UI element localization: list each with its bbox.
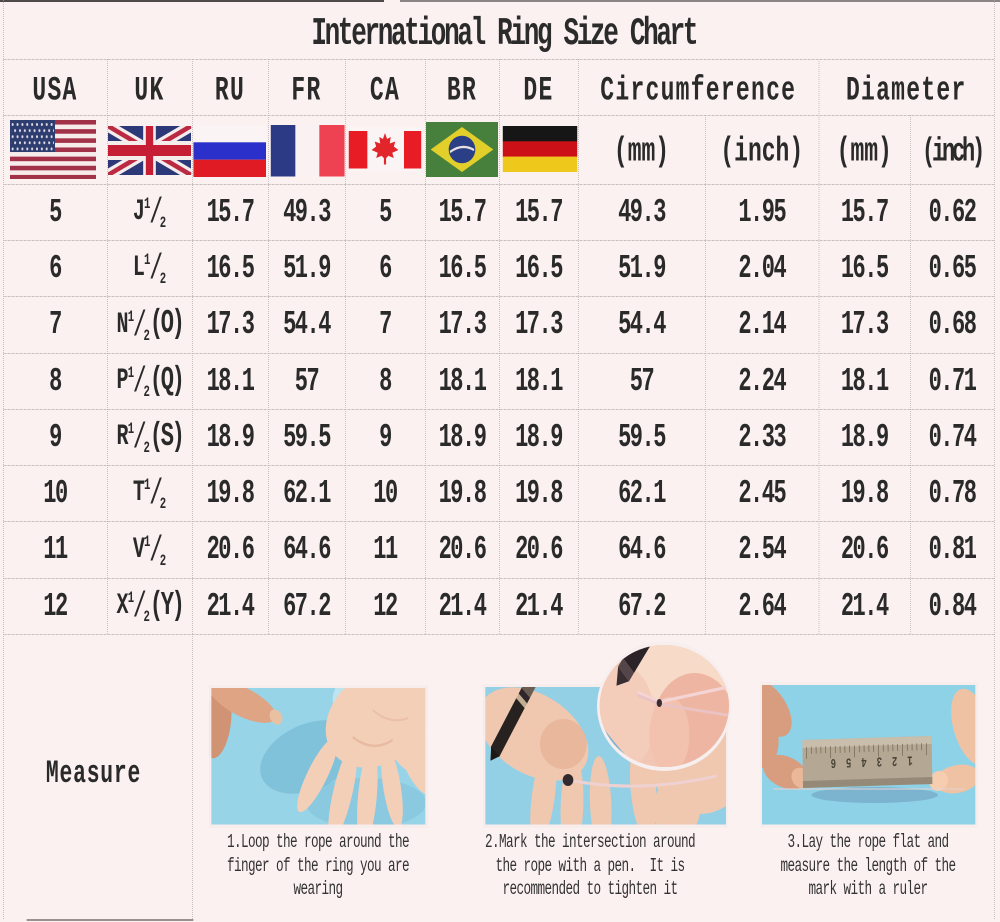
svg-text:1: 1 bbox=[907, 752, 913, 767]
svg-text:3: 3 bbox=[876, 753, 882, 768]
svg-text:2: 2 bbox=[892, 752, 898, 767]
svg-text:4: 4 bbox=[861, 753, 867, 768]
svg-text:5: 5 bbox=[846, 754, 852, 769]
svg-text:6: 6 bbox=[830, 754, 836, 769]
